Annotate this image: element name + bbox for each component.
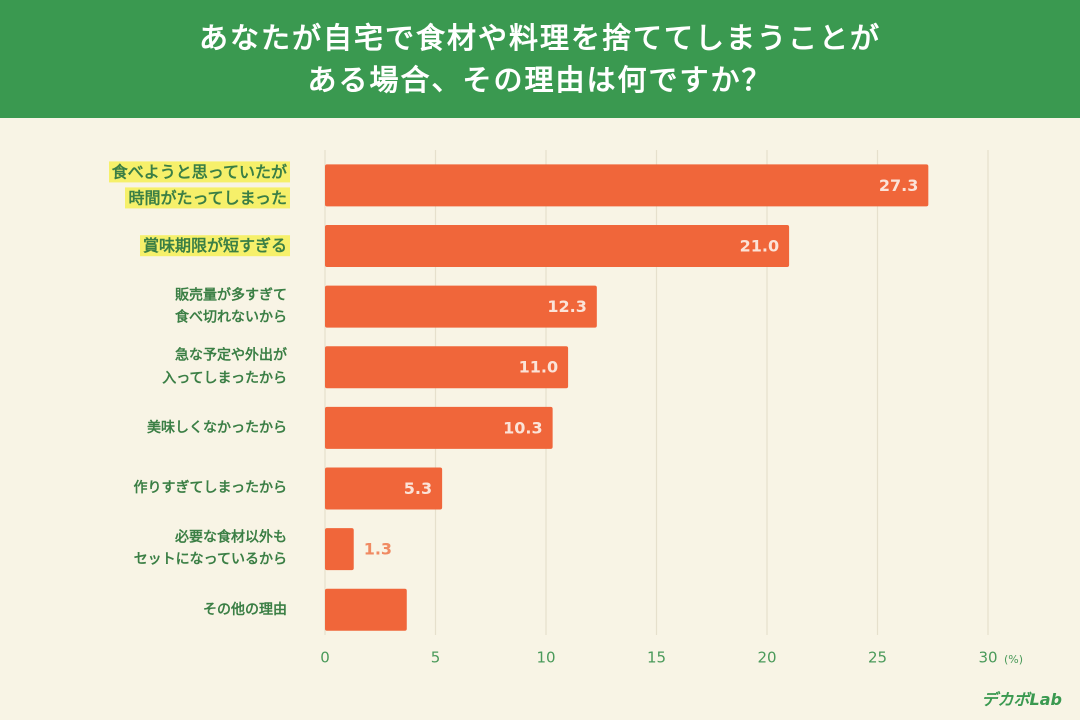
bar: [325, 164, 929, 207]
x-unit: (%): [1004, 653, 1023, 666]
value-label: 27.3: [879, 176, 918, 195]
category-text: その他の理由: [203, 601, 287, 618]
category-text: 必要な食材以外も セットになっているから: [133, 529, 287, 569]
x-tick-label: 5: [431, 649, 441, 667]
category-label: 急な予定や外出が 入ってしまったから: [30, 345, 290, 390]
category-label: 食べようと思っていたが 時間がたってしまった: [30, 160, 290, 211]
category-label: 作りすぎてしまったから: [30, 477, 290, 499]
category-label: 販売量が多すぎて 食べ切れないから: [30, 284, 290, 329]
category-label: その他の理由: [30, 598, 290, 620]
value-label: 5.3: [404, 479, 432, 498]
bar: [325, 224, 790, 267]
category-text: 販売量が多すぎて 食べ切れないから: [175, 287, 287, 326]
value-label: 12.3: [547, 297, 586, 316]
value-label: 21.0: [740, 236, 779, 255]
value-label: 11.0: [519, 358, 558, 377]
x-tick-label: 30: [978, 649, 997, 667]
category-text: 美味しくなかったから: [147, 419, 287, 436]
logo: デカボLab: [981, 690, 1062, 709]
category-label: 賞味期限が短すぎる: [30, 233, 290, 259]
x-tick-label: 20: [757, 649, 776, 667]
value-label: 10.3: [503, 418, 542, 437]
value-label: 1.3: [364, 540, 392, 559]
bar: [325, 346, 569, 389]
bar: [325, 528, 354, 571]
bar: [325, 285, 597, 328]
category-label: 美味しくなかったから: [30, 417, 290, 439]
x-tick-label: 10: [536, 649, 555, 667]
category-label: 必要な食材以外も セットになっているから: [30, 527, 290, 572]
header: あなたが自宅で食材や料理を捨ててしまうことが ある場合、その理由は何ですか？: [0, 0, 1080, 118]
category-text: 食べようと思っていたが 時間がたってしまった: [108, 161, 290, 209]
bar: [325, 467, 443, 510]
x-tick-label: 25: [868, 649, 887, 667]
bar: [325, 406, 553, 449]
category-text: 賞味期限が短すぎる: [139, 235, 290, 257]
x-tick-label: 0: [320, 649, 330, 667]
bar: [325, 588, 407, 631]
category-text: 作りすぎてしまったから: [133, 480, 287, 497]
x-tick-label: 15: [647, 649, 666, 667]
chart-title: あなたが自宅で食材や料理を捨ててしまうことが ある場合、その理由は何ですか？: [198, 20, 881, 97]
category-text: 急な予定や外出が 入ってしまったから: [162, 347, 287, 387]
